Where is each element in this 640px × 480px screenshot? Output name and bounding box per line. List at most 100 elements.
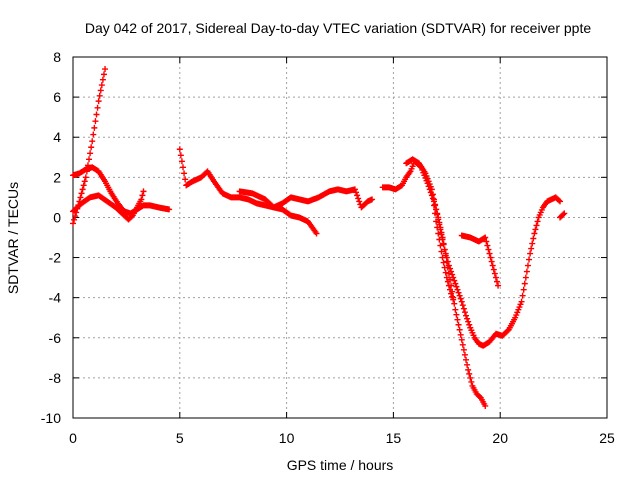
data-point-fill [491, 270, 498, 277]
data-point-fill [98, 82, 105, 89]
data-point-fill [97, 87, 104, 94]
data-point-fill [521, 280, 528, 287]
data-point-fill [81, 178, 88, 185]
data-point-fill [453, 311, 460, 318]
data-point-fill [77, 194, 84, 201]
data-point-fill [354, 192, 361, 199]
data-point-fill [93, 111, 100, 118]
y-tick-label: 4 [53, 129, 61, 145]
data-point [443, 274, 450, 281]
data-point [430, 202, 437, 209]
data-point-fill [91, 124, 98, 131]
data-point-fill [532, 226, 539, 233]
series-8 [458, 232, 502, 289]
data-point-fill [447, 286, 454, 293]
data-point-fill [440, 241, 447, 248]
data-point-fill [451, 277, 458, 284]
data-point [490, 266, 497, 273]
axis-ticks [72, 56, 608, 419]
data-point-fill [458, 336, 465, 343]
data-point-fill [476, 393, 483, 400]
data-point-fill [555, 197, 562, 204]
series-0 [70, 66, 109, 227]
data-point-fill [520, 286, 527, 293]
data-point-fill [460, 305, 467, 312]
data-point-fill [449, 271, 456, 278]
data-point-fill [442, 269, 449, 276]
data-point-fill [524, 262, 531, 269]
data-point-fill [432, 210, 439, 217]
x-tick-label: 10 [279, 430, 295, 446]
data-point [450, 296, 457, 303]
data-point-fill [438, 248, 445, 255]
data-point-fill [139, 192, 146, 199]
data-point-fill [177, 152, 184, 159]
data-point-fill [96, 92, 103, 99]
data-point [448, 290, 455, 297]
data-point-fill [455, 289, 462, 296]
data-point-fill [181, 170, 188, 177]
data-point [369, 196, 376, 203]
data-point [495, 282, 502, 289]
data-point [454, 286, 461, 293]
y-tick-label: -6 [49, 330, 62, 346]
data-point-fill [432, 201, 439, 208]
data-point-fill [534, 218, 541, 225]
data-point [460, 346, 467, 353]
x-axis-label: GPS time / hours [287, 457, 394, 473]
data-point [557, 198, 564, 205]
data-point-fill [487, 254, 494, 261]
data-point [561, 210, 568, 217]
data-point [435, 230, 442, 237]
grid-lines [73, 57, 607, 418]
data-point-fill [483, 238, 490, 245]
data-point-fill [430, 196, 437, 203]
data-point [176, 146, 183, 153]
data-point-fill [355, 195, 362, 202]
data-point [95, 98, 102, 105]
data-point-fill [529, 240, 536, 247]
y-tick-label: 6 [53, 89, 61, 105]
data-point-fill [438, 231, 445, 238]
y-axis-label: SDTVAR / TECUs [5, 182, 21, 294]
data-point-fill [429, 191, 436, 198]
data-point-fill [451, 300, 458, 307]
data-point-fill [444, 258, 451, 265]
data-point [441, 264, 448, 271]
series-4 [236, 186, 376, 211]
data-point [445, 282, 452, 289]
data-point-fill [447, 265, 454, 272]
data-point [518, 298, 525, 305]
data-point [450, 274, 457, 281]
data-point-fill [459, 302, 466, 309]
data-point-fill [489, 262, 496, 269]
series-5 [379, 158, 489, 409]
data-point [527, 250, 534, 257]
data-point-fill [463, 356, 470, 363]
data-point-fill [178, 158, 185, 165]
data-point-fill [99, 76, 106, 83]
y-tick-label: 0 [53, 209, 61, 225]
data-point-fill [484, 242, 491, 249]
data-point-fill [526, 256, 533, 263]
data-point-fill [428, 192, 435, 199]
series-7 [430, 202, 457, 303]
data-point-fill [180, 164, 187, 171]
data-point-fill [459, 341, 466, 348]
data-points [70, 66, 568, 409]
data-point [313, 230, 320, 237]
data-point-fill [436, 221, 443, 228]
data-point-fill [356, 198, 363, 205]
tick-labels: 0 5 10 15 20 25 -10 -8 -6 -4 -2 0 2 4 6 8 [41, 49, 615, 446]
data-point [482, 402, 489, 409]
data-point-fill [461, 309, 468, 316]
data-point-fill [456, 292, 463, 299]
data-point [458, 298, 465, 305]
data-point-fill [457, 295, 464, 302]
data-point [89, 138, 96, 145]
data-point-fill [485, 246, 492, 253]
data-point [486, 250, 493, 257]
data-point [437, 226, 444, 233]
data-point-fill [465, 318, 472, 325]
data-point-fill [528, 245, 535, 252]
